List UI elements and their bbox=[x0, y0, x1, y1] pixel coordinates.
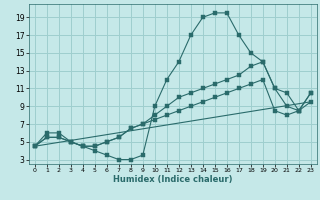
X-axis label: Humidex (Indice chaleur): Humidex (Indice chaleur) bbox=[113, 175, 233, 184]
